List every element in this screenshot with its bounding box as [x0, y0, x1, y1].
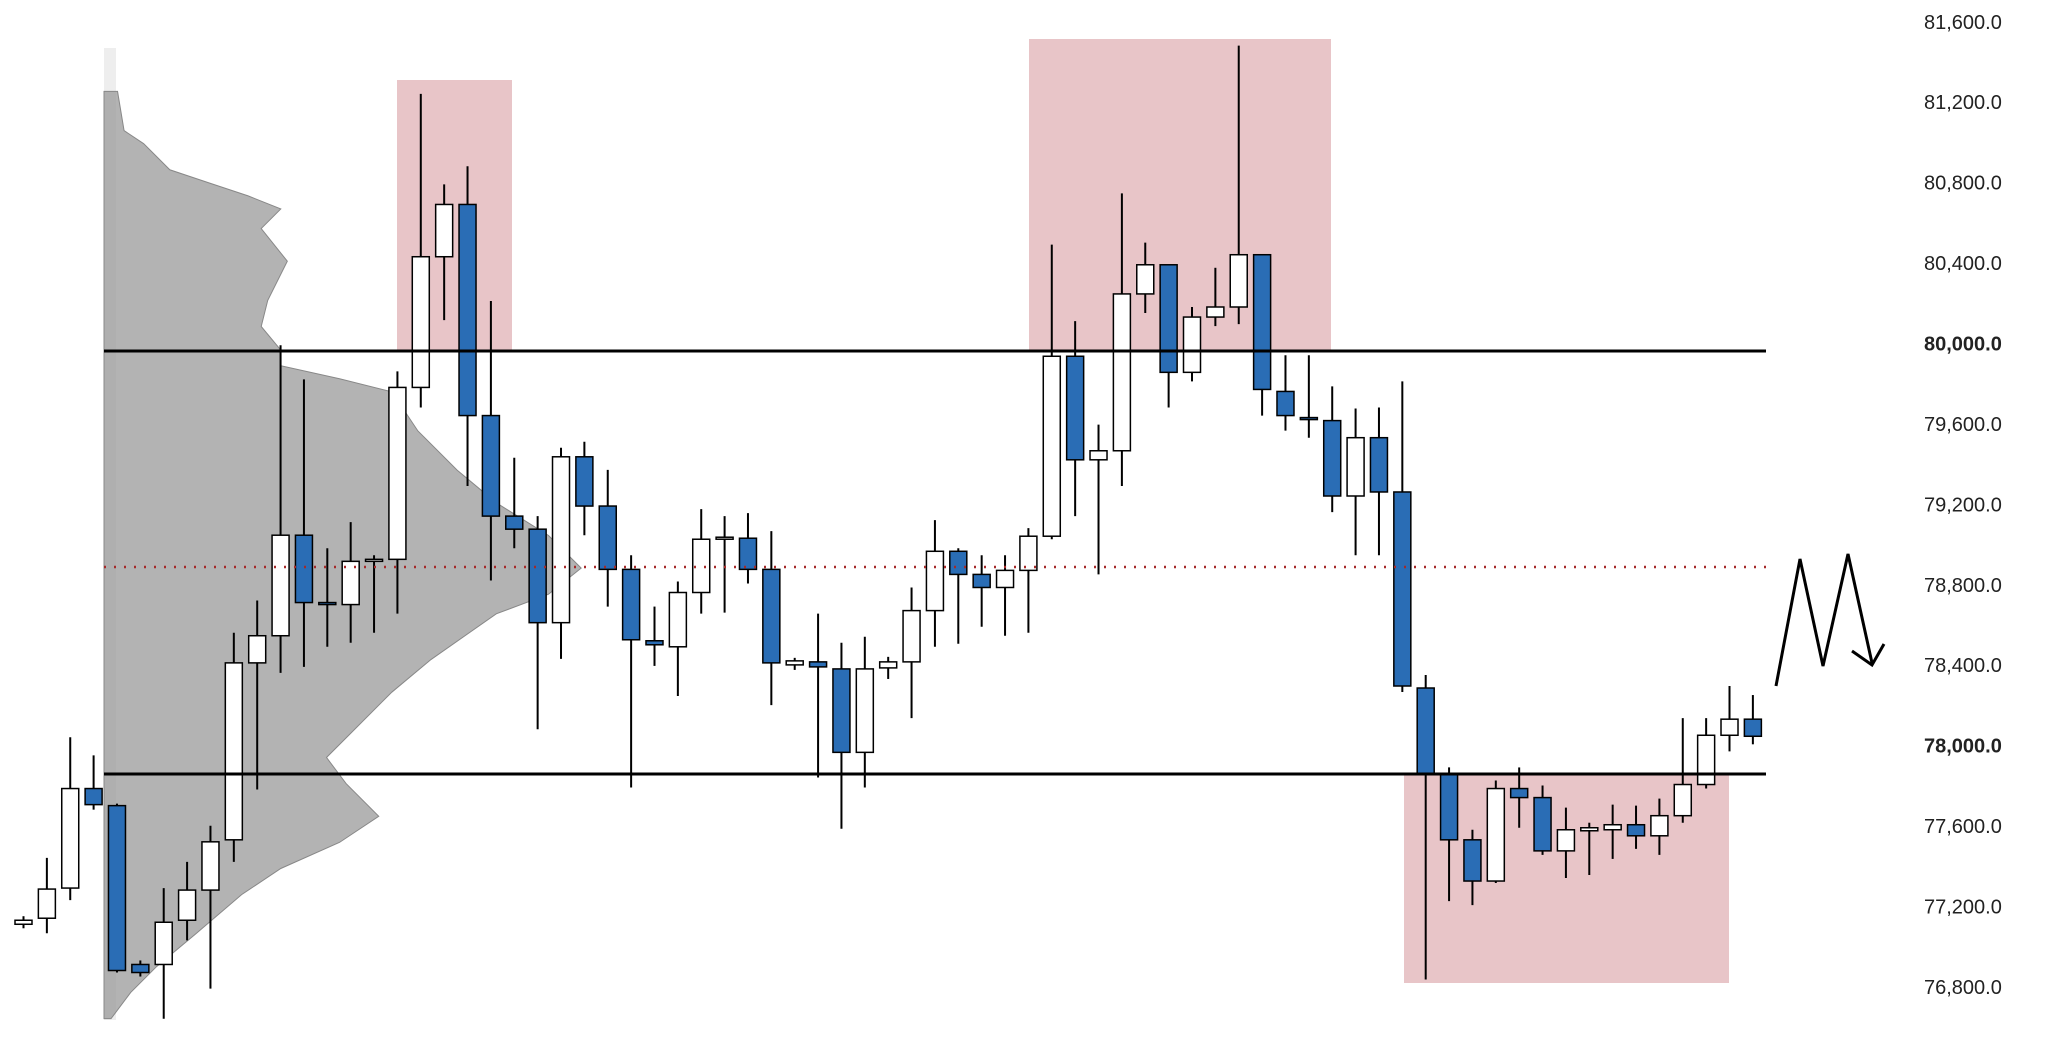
zigzag — [1774, 553, 1874, 687]
candle-body — [1416, 687, 1435, 776]
candle-body — [738, 537, 758, 571]
y-tick-label: 80,800.0 — [1924, 173, 2002, 195]
candle-body — [621, 568, 641, 641]
candle-body — [1696, 734, 1716, 786]
candle-body — [1556, 829, 1576, 852]
candle-body — [224, 662, 244, 841]
candle-body — [1346, 436, 1365, 497]
candle-body — [528, 528, 547, 624]
candle-body — [1182, 316, 1202, 374]
candle-body — [551, 456, 571, 624]
candle-body — [1159, 264, 1178, 374]
candle-body — [1463, 839, 1482, 882]
candle-body — [878, 661, 898, 669]
candle-body — [1136, 264, 1155, 295]
candle-body — [14, 919, 33, 926]
candle-body — [505, 515, 524, 530]
y-tick-label: 76,800.0 — [1924, 977, 2002, 999]
candle-body — [1019, 535, 1038, 572]
candle-body — [131, 963, 150, 974]
candle-body — [1393, 491, 1412, 687]
y-tick-label: 80,400.0 — [1924, 253, 2002, 275]
candle-body — [1276, 390, 1295, 417]
y-tick-label: 79,600.0 — [1924, 414, 2002, 436]
y-tick-label: 78,400.0 — [1924, 655, 2002, 677]
candle-body — [201, 841, 220, 891]
candle-body — [458, 203, 477, 417]
candle-body — [691, 538, 711, 594]
y-tick-label: 81,200.0 — [1924, 92, 2002, 114]
candle-body — [434, 203, 454, 258]
candle-body — [668, 591, 688, 648]
candle-body — [949, 550, 968, 576]
candle-body — [762, 568, 781, 664]
candle-body — [1322, 419, 1342, 497]
candle-body — [411, 255, 431, 389]
plot-area — [14, 45, 1763, 1019]
candle-body — [271, 534, 290, 637]
levels — [104, 349, 1766, 776]
arrow-head — [1851, 643, 1886, 668]
candle-body — [481, 414, 501, 517]
volume-profile — [103, 48, 582, 1020]
candle-body — [575, 456, 594, 507]
candle-body — [598, 505, 617, 571]
candle-body — [1369, 436, 1389, 493]
candle-body — [1533, 796, 1552, 852]
candle-body — [785, 660, 804, 666]
candle-body — [1626, 823, 1646, 837]
y-tick-label: 79,200.0 — [1924, 494, 2002, 516]
y-tick-label: 78,000.0 — [1924, 736, 2002, 758]
candle-body — [1603, 823, 1622, 831]
candle-body — [1065, 355, 1085, 461]
candle-body — [1252, 253, 1272, 391]
candle-body — [37, 888, 57, 919]
candle-body — [1042, 355, 1062, 537]
y-tick-label: 78,800.0 — [1924, 575, 2002, 597]
candle-body — [808, 661, 828, 668]
candle-body — [1229, 253, 1248, 308]
candle-body — [1720, 718, 1739, 737]
candle-body — [364, 558, 384, 563]
candle-body — [318, 601, 337, 606]
candle-body — [1439, 773, 1459, 841]
y-tick-label: 77,200.0 — [1924, 896, 2002, 918]
candle-body — [1486, 787, 1506, 882]
candle-body — [1743, 718, 1763, 738]
candle-body — [1112, 293, 1132, 452]
candle-body — [1580, 827, 1599, 832]
y-tick-label: 81,600.0 — [1924, 12, 2002, 34]
candle-body — [972, 573, 991, 589]
candle-body — [1299, 416, 1319, 421]
candle-body — [832, 668, 851, 754]
candle-body — [60, 787, 80, 889]
candle-body — [645, 640, 664, 646]
candle-body — [388, 386, 407, 561]
candle-body — [84, 787, 103, 806]
candle-body — [995, 569, 1015, 589]
candle-body — [1673, 783, 1693, 817]
candle-body — [177, 889, 197, 921]
candle-body — [855, 668, 875, 754]
projection-arrow — [1774, 553, 1886, 687]
candle-body — [925, 550, 945, 612]
candle-body — [1650, 814, 1669, 837]
candle-body — [154, 921, 173, 966]
candle-body — [247, 634, 267, 664]
candle-body — [902, 609, 921, 663]
y-tick-label: 77,600.0 — [1924, 816, 2002, 838]
candle-body — [1509, 787, 1529, 799]
supply-zone — [1029, 39, 1331, 350]
candle-body — [107, 804, 127, 972]
candle-body — [294, 534, 314, 604]
y-tick-label: 80,000.0 — [1924, 333, 2002, 355]
candle-body — [1206, 306, 1225, 318]
candle-body — [1089, 450, 1108, 461]
candle-body — [341, 560, 360, 606]
candle-body — [715, 536, 734, 540]
